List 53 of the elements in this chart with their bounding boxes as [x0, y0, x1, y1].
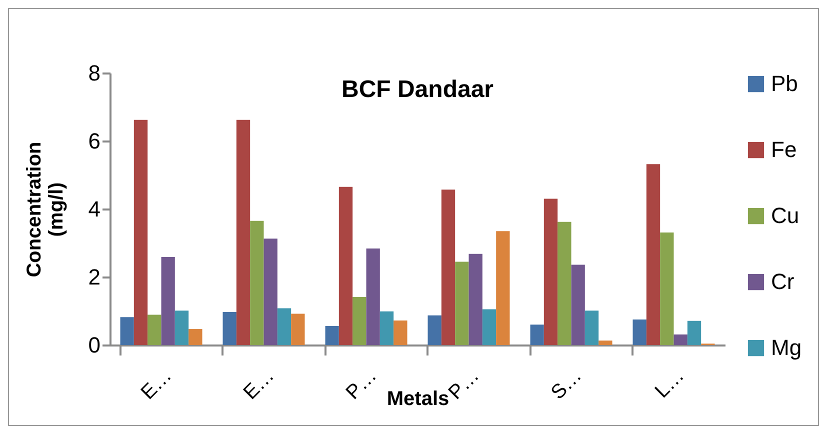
bar	[558, 222, 572, 345]
bar	[660, 232, 674, 345]
x-tick-label: L…	[651, 364, 689, 402]
bar	[646, 164, 660, 345]
y-tick-label: 8	[88, 60, 100, 86]
y-tick-label: 2	[88, 264, 100, 290]
bar	[277, 308, 292, 345]
y-axis-title: Concentration (mg/l)	[23, 142, 68, 278]
bar	[428, 315, 442, 345]
bar	[352, 297, 366, 345]
bar	[134, 120, 148, 345]
legend-label: Mg	[771, 335, 802, 360]
bar	[174, 310, 189, 345]
chart-title: BCF Dandaar	[341, 76, 494, 103]
bar	[544, 198, 558, 345]
bar	[188, 329, 202, 345]
y-tick-label: 6	[88, 128, 100, 154]
legend-label: Pb	[771, 71, 798, 96]
bar	[236, 120, 250, 345]
bar	[674, 334, 688, 345]
legend-label: Cr	[771, 269, 794, 294]
bar	[530, 324, 544, 345]
y-tick-label: 0	[88, 332, 100, 358]
x-tick-label: E…	[136, 364, 176, 404]
bar	[496, 231, 510, 345]
legend-label: Fe	[771, 137, 797, 162]
bar	[441, 190, 456, 345]
bar	[338, 186, 353, 345]
bar	[120, 317, 134, 345]
bar	[148, 314, 162, 345]
bar	[161, 256, 175, 345]
x-tick-label: P…	[342, 364, 382, 404]
bar	[468, 254, 482, 345]
bar	[632, 320, 646, 345]
bar	[571, 264, 585, 345]
bar	[366, 248, 380, 345]
bar	[380, 311, 394, 345]
bar	[455, 262, 469, 345]
bar	[394, 320, 408, 345]
bar	[598, 340, 612, 345]
x-tick-label: S…	[546, 364, 586, 404]
bar	[482, 309, 496, 345]
legend-label: Cu	[771, 203, 800, 228]
bar	[250, 220, 264, 345]
bar	[291, 314, 305, 345]
y-tick-label: 4	[88, 196, 100, 222]
bar	[325, 326, 339, 345]
bar	[584, 310, 599, 345]
x-tick-label: E…	[239, 364, 279, 404]
bar	[264, 238, 278, 345]
x-axis-title: Metals	[386, 388, 450, 410]
bar	[222, 312, 236, 345]
bar	[687, 320, 702, 345]
